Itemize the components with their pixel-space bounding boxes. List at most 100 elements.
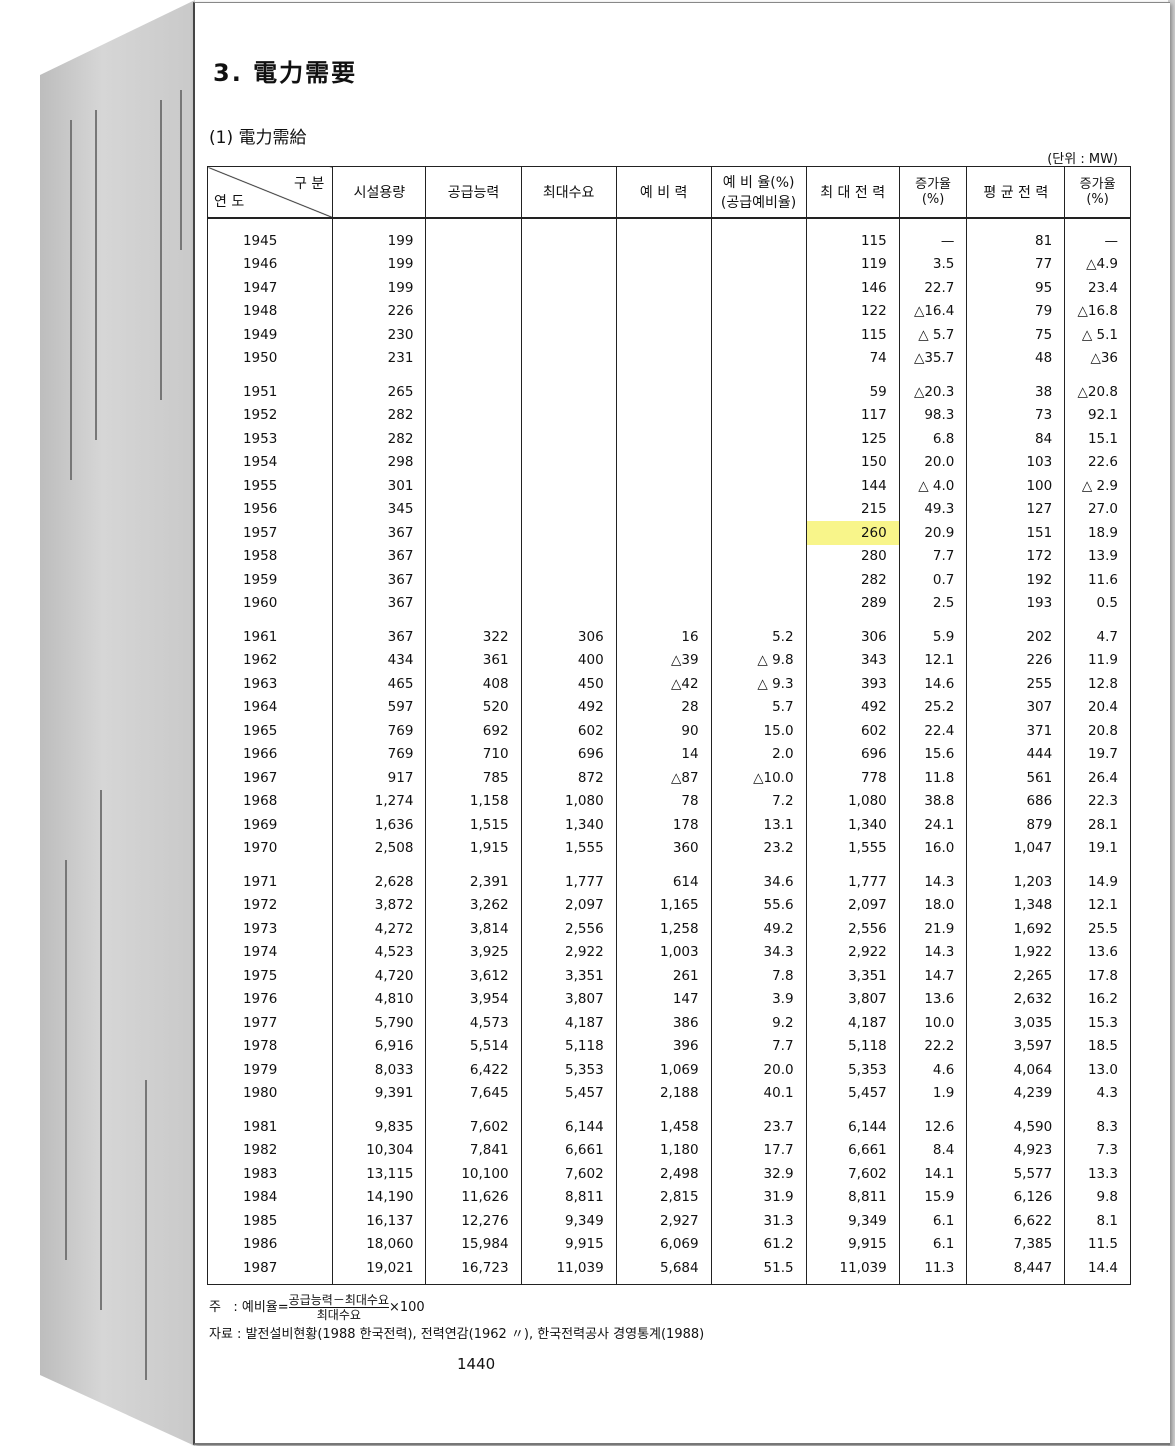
year-cell: 1946 — [206, 252, 334, 276]
year-cell: 1962 — [206, 648, 334, 672]
supply-cell: 3,262 — [425, 893, 522, 917]
max-growth-cell: 6.1 — [898, 1232, 968, 1256]
supply-cell — [425, 403, 522, 427]
reserve-rate-cell: 34.6 — [710, 860, 807, 894]
reserve-cell: 14 — [615, 742, 712, 766]
max-growth-cell: 14.3 — [898, 860, 968, 894]
year-cell: 1949 — [206, 323, 334, 347]
year-cell: 1959 — [206, 568, 334, 592]
avg-power-cell: 3,035 — [966, 1011, 1066, 1035]
year-cell: 1957 — [206, 521, 334, 545]
capacity-cell: 9,391 — [332, 1081, 427, 1105]
source-note: 자료 : 발전설비현황(1988 한국전력), 전력연감(1962 〃), 한국… — [209, 1327, 705, 1342]
supply-cell — [425, 299, 522, 323]
reserve-cell — [615, 591, 712, 615]
max-growth-cell: — — [898, 218, 968, 253]
capacity-cell: 2,508 — [332, 836, 427, 860]
year-cell: 1960 — [206, 591, 334, 615]
reserve-cell: 78 — [615, 789, 712, 813]
capacity-cell: 917 — [332, 766, 427, 790]
header-avg-growth: 증가율 (%) — [1064, 166, 1131, 219]
reserve-rate-cell: 20.0 — [710, 1058, 807, 1082]
avg-growth-cell: 7.3 — [1064, 1138, 1131, 1162]
capacity-cell: 298 — [332, 450, 427, 474]
reserve-cell — [615, 276, 712, 300]
max-power-cell: 343 — [805, 648, 900, 672]
year-cell: 1968 — [206, 789, 334, 813]
avg-growth-cell: 28.1 — [1064, 813, 1131, 837]
supply-cell — [425, 497, 522, 521]
avg-growth-cell: 15.3 — [1064, 1011, 1131, 1035]
avg-power-cell: 2,632 — [966, 987, 1066, 1011]
supply-cell: 3,954 — [425, 987, 522, 1011]
supply-cell: 16,723 — [425, 1256, 522, 1285]
max-power-cell: 3,807 — [805, 987, 900, 1011]
capacity-cell: 230 — [332, 323, 427, 347]
avg-power-cell: 73 — [966, 403, 1066, 427]
avg-growth-cell: △36 — [1064, 346, 1131, 370]
peak-demand-cell: 306 — [520, 615, 617, 649]
max-growth-cell: 14.1 — [898, 1162, 968, 1186]
max-power-cell: 3,351 — [805, 964, 900, 988]
supply-cell — [425, 427, 522, 451]
avg-growth-cell: 13.9 — [1064, 544, 1131, 568]
reserve-cell: 147 — [615, 987, 712, 1011]
year-cell: 1975 — [206, 964, 334, 988]
table-row: 1982 10,304 7,841 6,661 1,180 17.7 6,661 8.4 4,9… — [206, 1138, 1131, 1162]
table-row: 1986 18,060 15,984 9,915 6,069 61.2 9,915 6.1 7,… — [206, 1232, 1131, 1256]
peak-demand-cell: 4,187 — [520, 1011, 617, 1035]
reserve-cell: 178 — [615, 813, 712, 837]
peak-demand-cell — [520, 252, 617, 276]
avg-growth-cell: 17.8 — [1064, 964, 1131, 988]
year-cell: 1980 — [206, 1081, 334, 1105]
reserve-rate-cell: 49.2 — [710, 917, 807, 941]
reserve-rate-cell — [710, 299, 807, 323]
avg-growth-cell: 18.5 — [1064, 1034, 1131, 1058]
capacity-cell: 4,272 — [332, 917, 427, 941]
max-growth-cell: 12.6 — [898, 1105, 968, 1139]
table-row: 1964 597 520 492 28 5.7 492 25.2 307 20.4 — [206, 695, 1131, 719]
avg-power-cell: 307 — [966, 695, 1066, 719]
header-supply: 공급능력 — [425, 166, 522, 219]
avg-power-cell: 6,622 — [966, 1209, 1066, 1233]
reserve-cell: 2,815 — [615, 1185, 712, 1209]
supply-cell: 3,925 — [425, 940, 522, 964]
max-growth-cell: 22.7 — [898, 276, 968, 300]
supply-cell — [425, 218, 522, 253]
max-growth-cell: 20.9 — [898, 521, 968, 545]
max-power-cell: 282 — [805, 568, 900, 592]
reserve-cell: 261 — [615, 964, 712, 988]
peak-demand-cell: 7,602 — [520, 1162, 617, 1186]
peak-demand-cell: 5,457 — [520, 1081, 617, 1105]
avg-power-cell: 127 — [966, 497, 1066, 521]
table-row: 1970 2,508 1,915 1,555 360 23.2 1,555 16.0 1,047… — [206, 836, 1131, 860]
year-cell: 1967 — [206, 766, 334, 790]
capacity-cell: 301 — [332, 474, 427, 498]
avg-power-cell: 151 — [966, 521, 1066, 545]
avg-growth-cell: 18.9 — [1064, 521, 1131, 545]
max-power-cell: 5,457 — [805, 1081, 900, 1105]
reserve-rate-cell: 5.7 — [710, 695, 807, 719]
table-row: 1948 226 122 △16.4 79 △16.8 — [206, 299, 1131, 323]
supply-cell — [425, 276, 522, 300]
avg-power-cell: 226 — [966, 648, 1066, 672]
peak-demand-cell — [520, 370, 617, 404]
avg-power-cell: 6,126 — [966, 1185, 1066, 1209]
table-row: 1967 917 785 872 △87 △10.0 778 11.8 561 26.4 — [206, 766, 1131, 790]
peak-demand-cell — [520, 568, 617, 592]
reserve-rate-cell: 7.7 — [710, 1034, 807, 1058]
avg-power-cell: 879 — [966, 813, 1066, 837]
peak-demand-cell: 2,097 — [520, 893, 617, 917]
reserve-cell: 2,927 — [615, 1209, 712, 1233]
capacity-cell: 465 — [332, 672, 427, 696]
capacity-cell: 282 — [332, 427, 427, 451]
avg-growth-cell: 13.3 — [1064, 1162, 1131, 1186]
supply-cell: 1,915 — [425, 836, 522, 860]
peak-demand-cell: 9,349 — [520, 1209, 617, 1233]
reserve-cell: 1,180 — [615, 1138, 712, 1162]
max-power-cell: 5,118 — [805, 1034, 900, 1058]
reserve-rate-cell: 7.8 — [710, 964, 807, 988]
header-peak-demand: 최대수요 — [520, 166, 617, 219]
table-row: 1968 1,274 1,158 1,080 78 7.2 1,080 38.8 686 22.3 — [206, 789, 1131, 813]
max-growth-cell: 15.6 — [898, 742, 968, 766]
